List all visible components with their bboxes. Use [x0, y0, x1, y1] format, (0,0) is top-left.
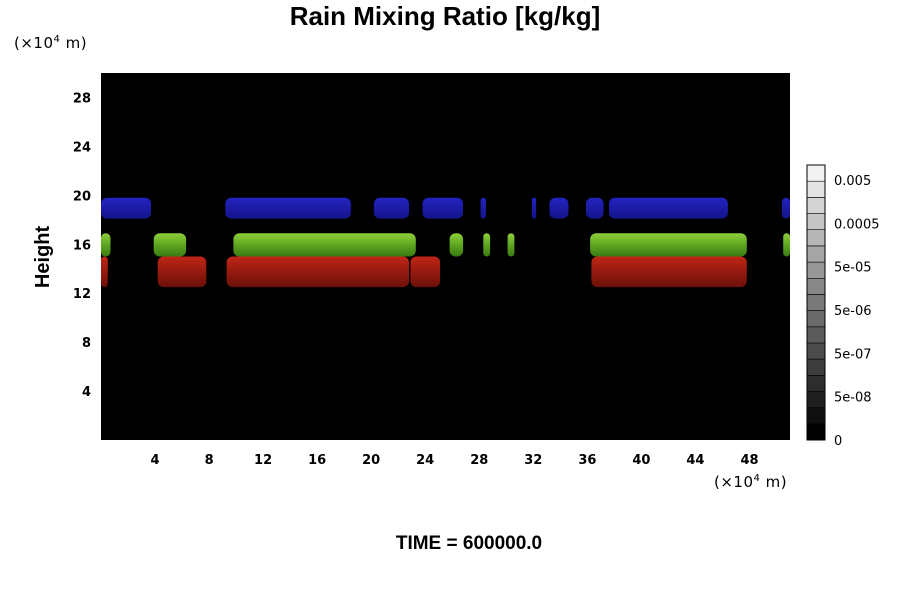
colorbar-swatch — [806, 391, 826, 409]
y-tick-label: 20 — [73, 189, 91, 204]
colorbar-swatch — [806, 245, 826, 263]
x-tick-label: 20 — [362, 453, 380, 468]
colorbar-swatch — [806, 294, 826, 311]
x-tick-label: 36 — [578, 453, 596, 468]
y-tick-label: 24 — [73, 140, 91, 155]
y-tick-label: 16 — [73, 238, 91, 253]
colorbar-label: 0 — [834, 434, 842, 449]
y-tick-label: 28 — [73, 92, 91, 107]
colorbar-swatch — [806, 407, 826, 425]
x-tick-labels: 4 8 12 16 20 24 28 32 36 40 44 48 — [150, 453, 758, 468]
green-layer-patch — [153, 233, 187, 257]
blue-layer-patch — [373, 197, 409, 219]
y-tick-label: 8 — [82, 336, 91, 351]
x-tick-label: 44 — [686, 453, 704, 468]
colorbar-swatch — [806, 180, 826, 198]
x-tick-label: 4 — [150, 453, 159, 468]
green-layer-patch — [483, 233, 491, 257]
green-layer-patch — [507, 233, 515, 257]
colorbar-label: 0.005 — [834, 174, 871, 189]
green-layer-patch — [101, 233, 111, 257]
chart-title: Rain Mixing Ratio [kg/kg] — [290, 1, 601, 31]
y-unit-label: (×104 m) — [14, 34, 87, 52]
red-layer-patch — [410, 256, 441, 288]
colorbar-swatch — [806, 164, 826, 182]
colorbar-swatch — [806, 423, 826, 441]
blue-layer-patch — [549, 197, 569, 219]
colorbar-labels: 0.005 0.0005 5e-05 5e-06 5e-07 5e-08 0 — [834, 174, 880, 449]
colorbar-label: 5e-06 — [834, 304, 872, 319]
colorbar-label: 0.0005 — [834, 217, 880, 232]
x-tick-label: 16 — [308, 453, 326, 468]
colorbar-swatch — [806, 277, 826, 295]
blue-layer-patch — [532, 197, 537, 219]
colorbar-swatch — [806, 342, 826, 360]
colorbar-swatch — [806, 326, 826, 344]
blue-layer-patch — [480, 197, 486, 219]
y-tick-label: 12 — [73, 287, 91, 302]
colorbar-swatch — [806, 358, 826, 376]
red-layer-patch — [226, 256, 409, 288]
green-layer-patch — [783, 233, 790, 257]
blue-layer-patch — [422, 197, 463, 219]
colorbar-label: 5e-08 — [834, 391, 872, 406]
time-label: TIME = 600000.0 — [396, 533, 542, 554]
x-tick-label: 40 — [632, 453, 650, 468]
y-tick-label: 4 — [82, 385, 91, 400]
field-regions — [101, 197, 790, 288]
blue-layer-patch — [101, 197, 151, 219]
blue-layer-patch — [609, 197, 728, 219]
red-layer-patch — [157, 256, 207, 288]
blue-layer-patch — [586, 197, 604, 219]
colorbar-swatch — [806, 229, 826, 247]
colorbar-swatch — [806, 197, 826, 214]
x-tick-label: 28 — [470, 453, 488, 468]
colorbar-swatch — [806, 374, 826, 392]
green-layer-patch — [233, 233, 416, 257]
x-tick-label: 8 — [205, 453, 214, 468]
y-tick-labels: 4 8 12 16 20 24 28 — [73, 92, 91, 401]
blue-layer-patch — [781, 197, 790, 219]
colorbar-label: 5e-05 — [834, 261, 872, 276]
green-layer-patch — [449, 233, 464, 257]
blue-layer-patch — [225, 197, 351, 219]
colorbar-label: 5e-07 — [834, 347, 872, 362]
red-layer-patch — [101, 256, 108, 288]
x-tick-label: 48 — [740, 453, 758, 468]
x-tick-label: 24 — [416, 453, 434, 468]
x-tick-label: 12 — [254, 453, 272, 468]
colorbar — [806, 164, 826, 441]
colorbar-swatch — [806, 261, 826, 279]
colorbar-frame — [806, 164, 826, 441]
y-axis-label: Height — [32, 226, 54, 289]
x-unit-label: (×104 m) — [714, 473, 787, 491]
x-tick-label: 32 — [524, 453, 542, 468]
colorbar-swatch — [806, 213, 826, 231]
green-layer-patch — [590, 233, 747, 257]
colorbar-swatch — [806, 310, 826, 328]
red-layer-patch — [591, 256, 747, 288]
